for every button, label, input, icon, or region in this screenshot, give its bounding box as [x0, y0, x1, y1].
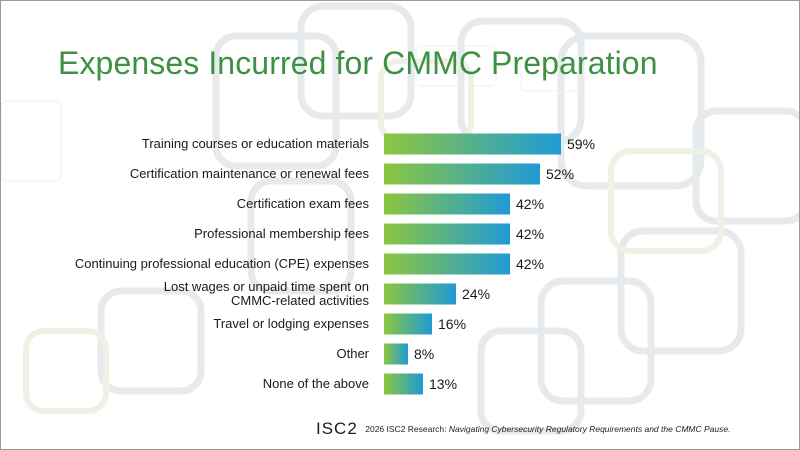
isc2-logo: ISC2 [316, 419, 358, 438]
bar-value-label: 24% [462, 286, 490, 302]
bar [384, 253, 510, 275]
bar-value-label: 42% [516, 256, 544, 272]
category-label: Certification maintenance or renewal fee… [130, 166, 370, 181]
source-title: Navigating Cybersecurity Regulatory Requ… [448, 424, 731, 434]
bar-value-label: 52% [546, 166, 574, 182]
bar [384, 193, 510, 215]
bar [384, 373, 423, 395]
category-label: Training courses or education materials [142, 136, 370, 151]
bar [384, 343, 408, 365]
bar-value-label: 59% [567, 136, 595, 152]
bar [384, 313, 432, 335]
footer: ISC2 2026 ISC2 Research: Navigating Cybe… [316, 419, 730, 439]
source-note: 2026 ISC2 Research: Navigating Cybersecu… [365, 424, 730, 434]
chart-title: Expenses Incurred for CMMC Preparation [58, 45, 658, 81]
bar [384, 133, 561, 155]
bar [384, 283, 456, 305]
category-label: Professional membership fees [194, 226, 369, 241]
bar-value-label: 13% [429, 376, 457, 392]
bar-value-label: 16% [438, 316, 466, 332]
category-label: None of the above [263, 376, 369, 391]
category-label: Certification exam fees [237, 196, 370, 211]
bar-value-label: 42% [516, 226, 544, 242]
category-label: Continuing professional education (CPE) … [75, 256, 370, 271]
category-label: Other [336, 346, 369, 361]
source-prefix: 2026 ISC2 Research: [365, 424, 449, 434]
category-label: Lost wages or unpaid time spent on CMMC-r… [164, 279, 370, 308]
bar-value-label: 42% [516, 196, 544, 212]
bar [384, 223, 510, 245]
bar [384, 163, 540, 185]
category-label: Travel or lodging expenses [213, 316, 369, 331]
bar-value-label: 8% [414, 346, 434, 362]
